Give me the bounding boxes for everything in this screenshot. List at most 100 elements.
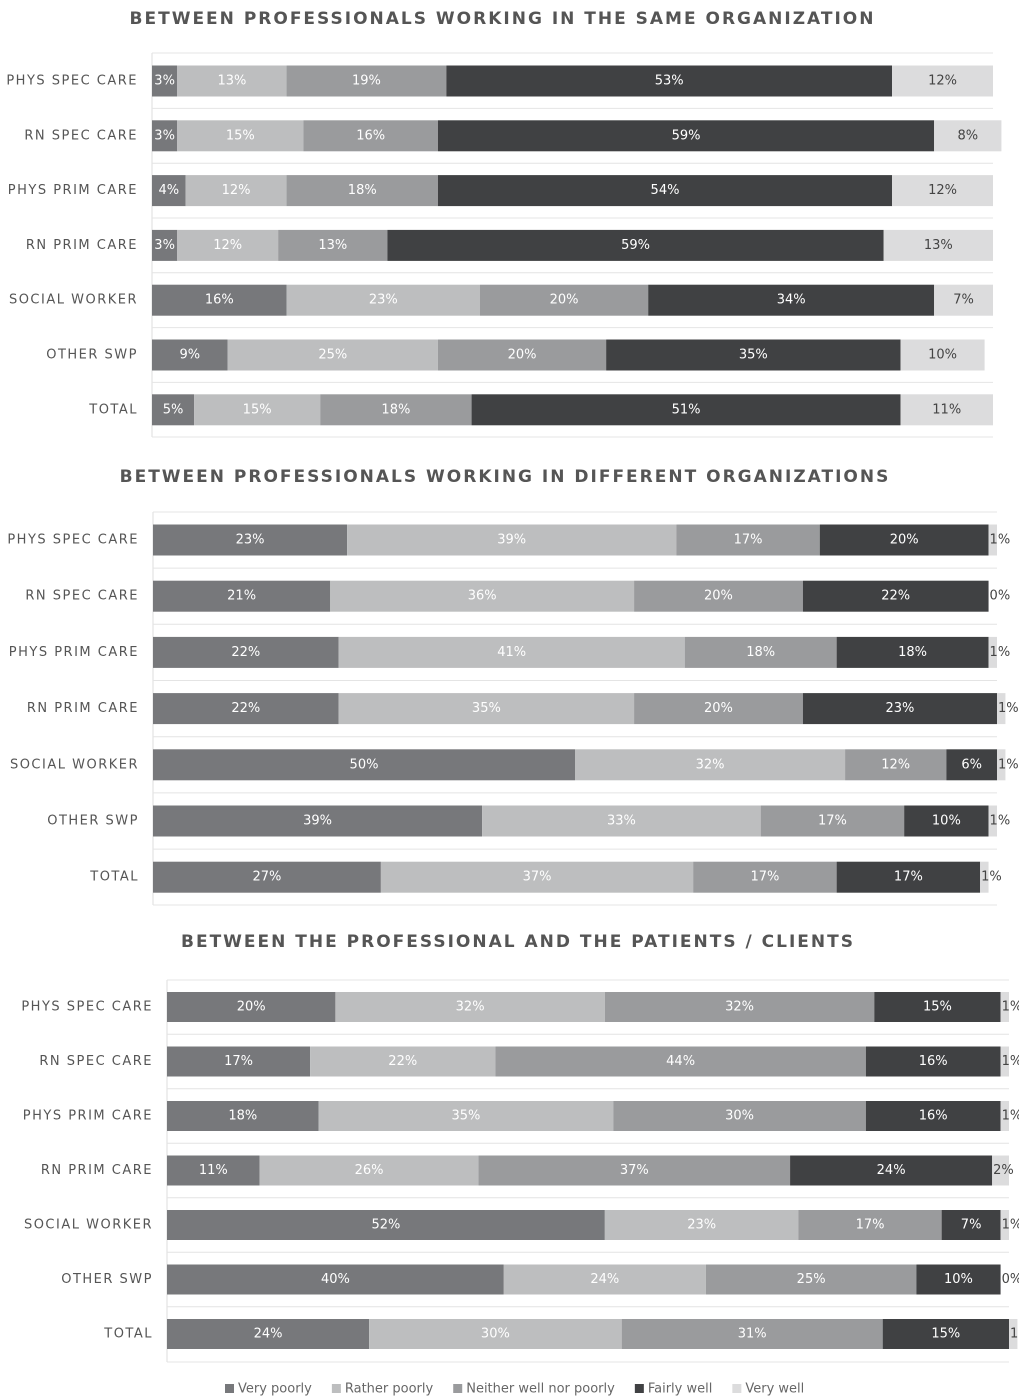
value-label: 12%: [222, 183, 251, 198]
bar-segment: [479, 284, 649, 316]
bar-segment: [152, 229, 178, 261]
value-label: 10%: [944, 1272, 973, 1287]
category-label: SOCIAL WORKER: [10, 757, 139, 772]
category-label: PHYS PRIM CARE: [8, 183, 138, 198]
bar-segment: [303, 120, 438, 152]
bar-segment: [387, 229, 884, 261]
bar-segment: [152, 394, 195, 426]
value-label: 54%: [651, 183, 680, 198]
value-label: 20%: [890, 533, 919, 548]
bar-segment: [286, 175, 438, 207]
value-label: 12%: [213, 238, 242, 253]
bar-segment: [278, 229, 388, 261]
legend-swatch: [331, 1384, 341, 1393]
bar-segment: [259, 1155, 479, 1186]
bar-segment: [892, 65, 993, 97]
value-label: 23%: [369, 293, 398, 308]
bar-segment: [437, 339, 607, 371]
bar-segment: [153, 861, 381, 893]
value-label: 32%: [696, 757, 725, 772]
value-label: 1%: [990, 814, 1011, 829]
value-label: 25%: [318, 348, 347, 363]
value-label: 15%: [243, 402, 272, 417]
bar-segment: [934, 120, 1002, 152]
value-label: 8%: [957, 128, 978, 143]
chart-title: BETWEEN THE PROFESSIONAL AND THE PATIENT…: [181, 932, 855, 952]
value-label: 6%: [961, 757, 982, 772]
value-label: 25%: [797, 1272, 826, 1287]
bar-segment: [575, 749, 846, 781]
value-label: 24%: [254, 1327, 283, 1342]
bar-segment: [904, 805, 989, 837]
bar-segment: [153, 636, 339, 668]
bar-segment: [892, 175, 993, 207]
value-label: 1%: [998, 757, 1019, 772]
bar-segment: [167, 1046, 311, 1077]
value-label: 13%: [318, 238, 347, 253]
value-label: 12%: [928, 183, 957, 198]
bar-segment: [167, 1210, 605, 1240]
value-label: 3%: [154, 74, 175, 89]
chart-title: BETWEEN PROFESSIONALS WORKING IN THE SAM…: [130, 9, 876, 29]
bar-segment: [347, 524, 677, 556]
bar-segment: [338, 636, 685, 668]
bar-segment: [992, 1155, 1009, 1186]
value-label: 10%: [932, 814, 961, 829]
value-label: 23%: [687, 1218, 716, 1233]
value-label: 19%: [352, 74, 381, 89]
value-label: 52%: [371, 1218, 400, 1233]
bar-segment: [988, 636, 997, 668]
value-label: 27%: [252, 870, 281, 885]
value-label: 59%: [672, 128, 701, 143]
value-label: 17%: [818, 814, 847, 829]
bar-segment: [604, 992, 875, 1022]
bar-segment: [798, 1210, 942, 1240]
bar-segment: [790, 1155, 993, 1186]
value-label: 17%: [856, 1218, 885, 1233]
bar-segment: [152, 120, 178, 152]
value-label: 31%: [738, 1327, 767, 1342]
value-label: 24%: [877, 1163, 906, 1178]
value-label: 12%: [881, 757, 910, 772]
bar-segment: [802, 580, 989, 612]
value-label: 22%: [231, 701, 260, 716]
value-label: 35%: [739, 348, 768, 363]
value-label: 20%: [508, 348, 537, 363]
bar-segment: [916, 1264, 1001, 1295]
bar-segment: [167, 992, 336, 1022]
bar-segment: [705, 1264, 917, 1295]
value-label: 32%: [456, 1000, 485, 1015]
value-label: 37%: [523, 870, 552, 885]
bar-segment: [934, 284, 993, 316]
bar-segment: [227, 339, 438, 371]
bar-segment: [648, 284, 935, 316]
bar-segment: [167, 1101, 319, 1131]
bar-segment: [882, 1319, 1009, 1349]
legend-swatch: [732, 1384, 742, 1393]
bar-segment: [613, 1101, 866, 1131]
bar-segment: [194, 394, 321, 426]
value-label: 17%: [894, 870, 923, 885]
bar-segment: [177, 65, 287, 97]
value-label: 16%: [356, 128, 385, 143]
value-label: 22%: [881, 589, 910, 604]
bar-segment: [1000, 992, 1009, 1022]
value-label: 17%: [224, 1054, 253, 1069]
bar-segment: [478, 1155, 791, 1186]
value-label: 59%: [621, 238, 650, 253]
value-label: 12%: [928, 74, 957, 89]
bar-segment: [634, 580, 803, 612]
category-label: OTHER SWP: [61, 1272, 153, 1287]
value-label: 1%: [1002, 1054, 1019, 1069]
bar-segment: [503, 1264, 706, 1295]
bar-segment: [900, 339, 985, 371]
category-label: RN SPEC CARE: [24, 128, 138, 143]
value-label: 32%: [725, 1000, 754, 1015]
value-label: 44%: [666, 1054, 695, 1069]
value-label: 10%: [928, 348, 957, 363]
bar-segment: [437, 175, 893, 207]
bar-segment: [167, 1155, 260, 1186]
value-label: 30%: [725, 1109, 754, 1124]
bar-segment: [693, 861, 837, 893]
category-label: TOTAL: [103, 1327, 153, 1342]
